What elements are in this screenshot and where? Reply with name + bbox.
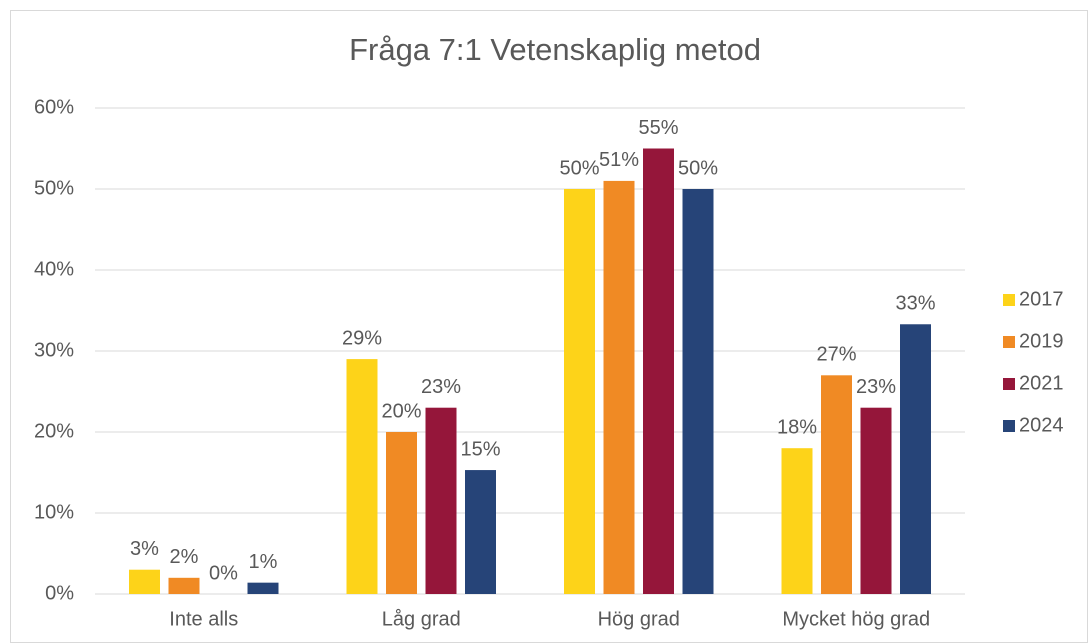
legend-swatch	[1003, 336, 1015, 348]
bar	[168, 577, 200, 594]
legend-swatch	[1003, 294, 1015, 306]
legend-swatch	[1003, 420, 1015, 432]
bar	[821, 375, 852, 594]
x-tick-label: Inte alls	[169, 608, 238, 630]
data-label: 15%	[460, 438, 500, 460]
y-tick-label: 20%	[34, 420, 74, 442]
legend-label: 2024	[1019, 414, 1064, 436]
data-label: 2%	[170, 546, 199, 568]
data-label: 50%	[678, 157, 718, 179]
x-tick-label: Låg grad	[382, 608, 461, 630]
data-label: 55%	[638, 117, 678, 139]
y-tick-label: 60%	[34, 96, 74, 118]
y-tick-label: 50%	[34, 177, 74, 199]
x-tick-label: Hög grad	[598, 608, 680, 630]
y-tick-label: 0%	[45, 582, 74, 604]
data-label: 18%	[777, 416, 817, 438]
bar	[603, 180, 635, 594]
legend-label: 2017	[1019, 288, 1064, 310]
data-label: 50%	[559, 157, 599, 179]
bar	[860, 407, 892, 594]
bar	[247, 582, 279, 594]
bar	[425, 407, 457, 594]
bar	[900, 324, 931, 594]
bar	[129, 569, 160, 594]
bar	[682, 189, 714, 594]
data-label: 23%	[856, 376, 896, 398]
data-label: 27%	[816, 344, 856, 366]
data-label: 0%	[209, 562, 238, 584]
data-label: 3%	[130, 538, 159, 560]
bar	[346, 359, 378, 594]
data-label: 29%	[342, 327, 382, 349]
data-label: 20%	[381, 400, 421, 422]
data-label: 23%	[421, 376, 461, 398]
bar	[465, 470, 496, 594]
legend-label: 2021	[1019, 372, 1064, 394]
data-label: 51%	[599, 149, 639, 171]
legend-swatch	[1003, 378, 1015, 390]
y-tick-label: 40%	[34, 258, 74, 280]
y-tick-label: 10%	[34, 501, 74, 523]
bar	[643, 148, 674, 594]
chart-title: Fråga 7:1 Vetenskaplig metod	[349, 32, 761, 67]
data-label: 1%	[249, 551, 278, 573]
y-tick-label: 30%	[34, 339, 74, 361]
bar	[781, 448, 813, 594]
bar	[564, 189, 595, 594]
x-tick-label: Mycket hög grad	[782, 608, 930, 630]
bar	[386, 432, 417, 594]
data-label: 33%	[895, 293, 935, 315]
legend-label: 2019	[1019, 330, 1064, 352]
